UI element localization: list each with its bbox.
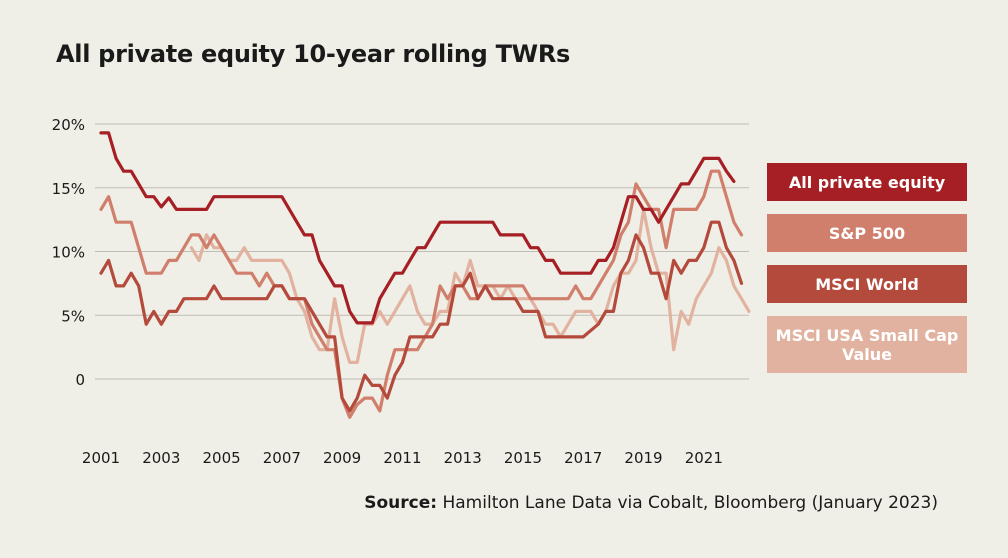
x-tick-label: 2021	[685, 449, 723, 467]
series-line-msci-world	[99, 220, 744, 413]
y-tick-label: 0	[75, 371, 85, 389]
x-tick-label: 2013	[444, 449, 482, 467]
series-line-s-p-500	[99, 169, 744, 419]
x-tick-label: 2001	[82, 449, 120, 467]
series-line-all-private-equity	[99, 131, 736, 325]
x-tick-label: 2011	[383, 449, 421, 467]
source-note: Source: Hamilton Lane Data via Cobalt, B…	[364, 493, 938, 513]
x-tick-label: 2005	[202, 449, 240, 467]
y-tick-label: 5%	[61, 307, 85, 325]
source-text: Hamilton Lane Data via Cobalt, Bloomberg…	[442, 493, 938, 513]
x-tick-label: 2017	[564, 449, 602, 467]
y-tick-label: 15%	[52, 180, 85, 198]
x-tick-label: 2003	[142, 449, 180, 467]
x-tick-label: 2019	[624, 449, 662, 467]
y-tick-label: 10%	[52, 244, 85, 262]
legend-item-msci-world: MSCI World	[767, 265, 967, 303]
series-line-msci-usa-small-cap-value	[189, 207, 751, 364]
x-tick-label: 2007	[263, 449, 301, 467]
x-tick-label: 2015	[504, 449, 542, 467]
legend-item-sp500: S&P 500	[767, 214, 967, 252]
y-tick-label: 20%	[52, 116, 85, 134]
x-tick-label: 2009	[323, 449, 361, 467]
legend: All private equity S&P 500 MSCI World MS…	[767, 163, 967, 386]
chart-title: All private equity 10-year rolling TWRs	[56, 40, 571, 68]
legend-item-all-private-equity: All private equity	[767, 163, 967, 201]
source-label: Source:	[364, 493, 438, 513]
legend-item-msci-usa-small-cap-value: MSCI USA Small Cap Value	[767, 316, 967, 373]
